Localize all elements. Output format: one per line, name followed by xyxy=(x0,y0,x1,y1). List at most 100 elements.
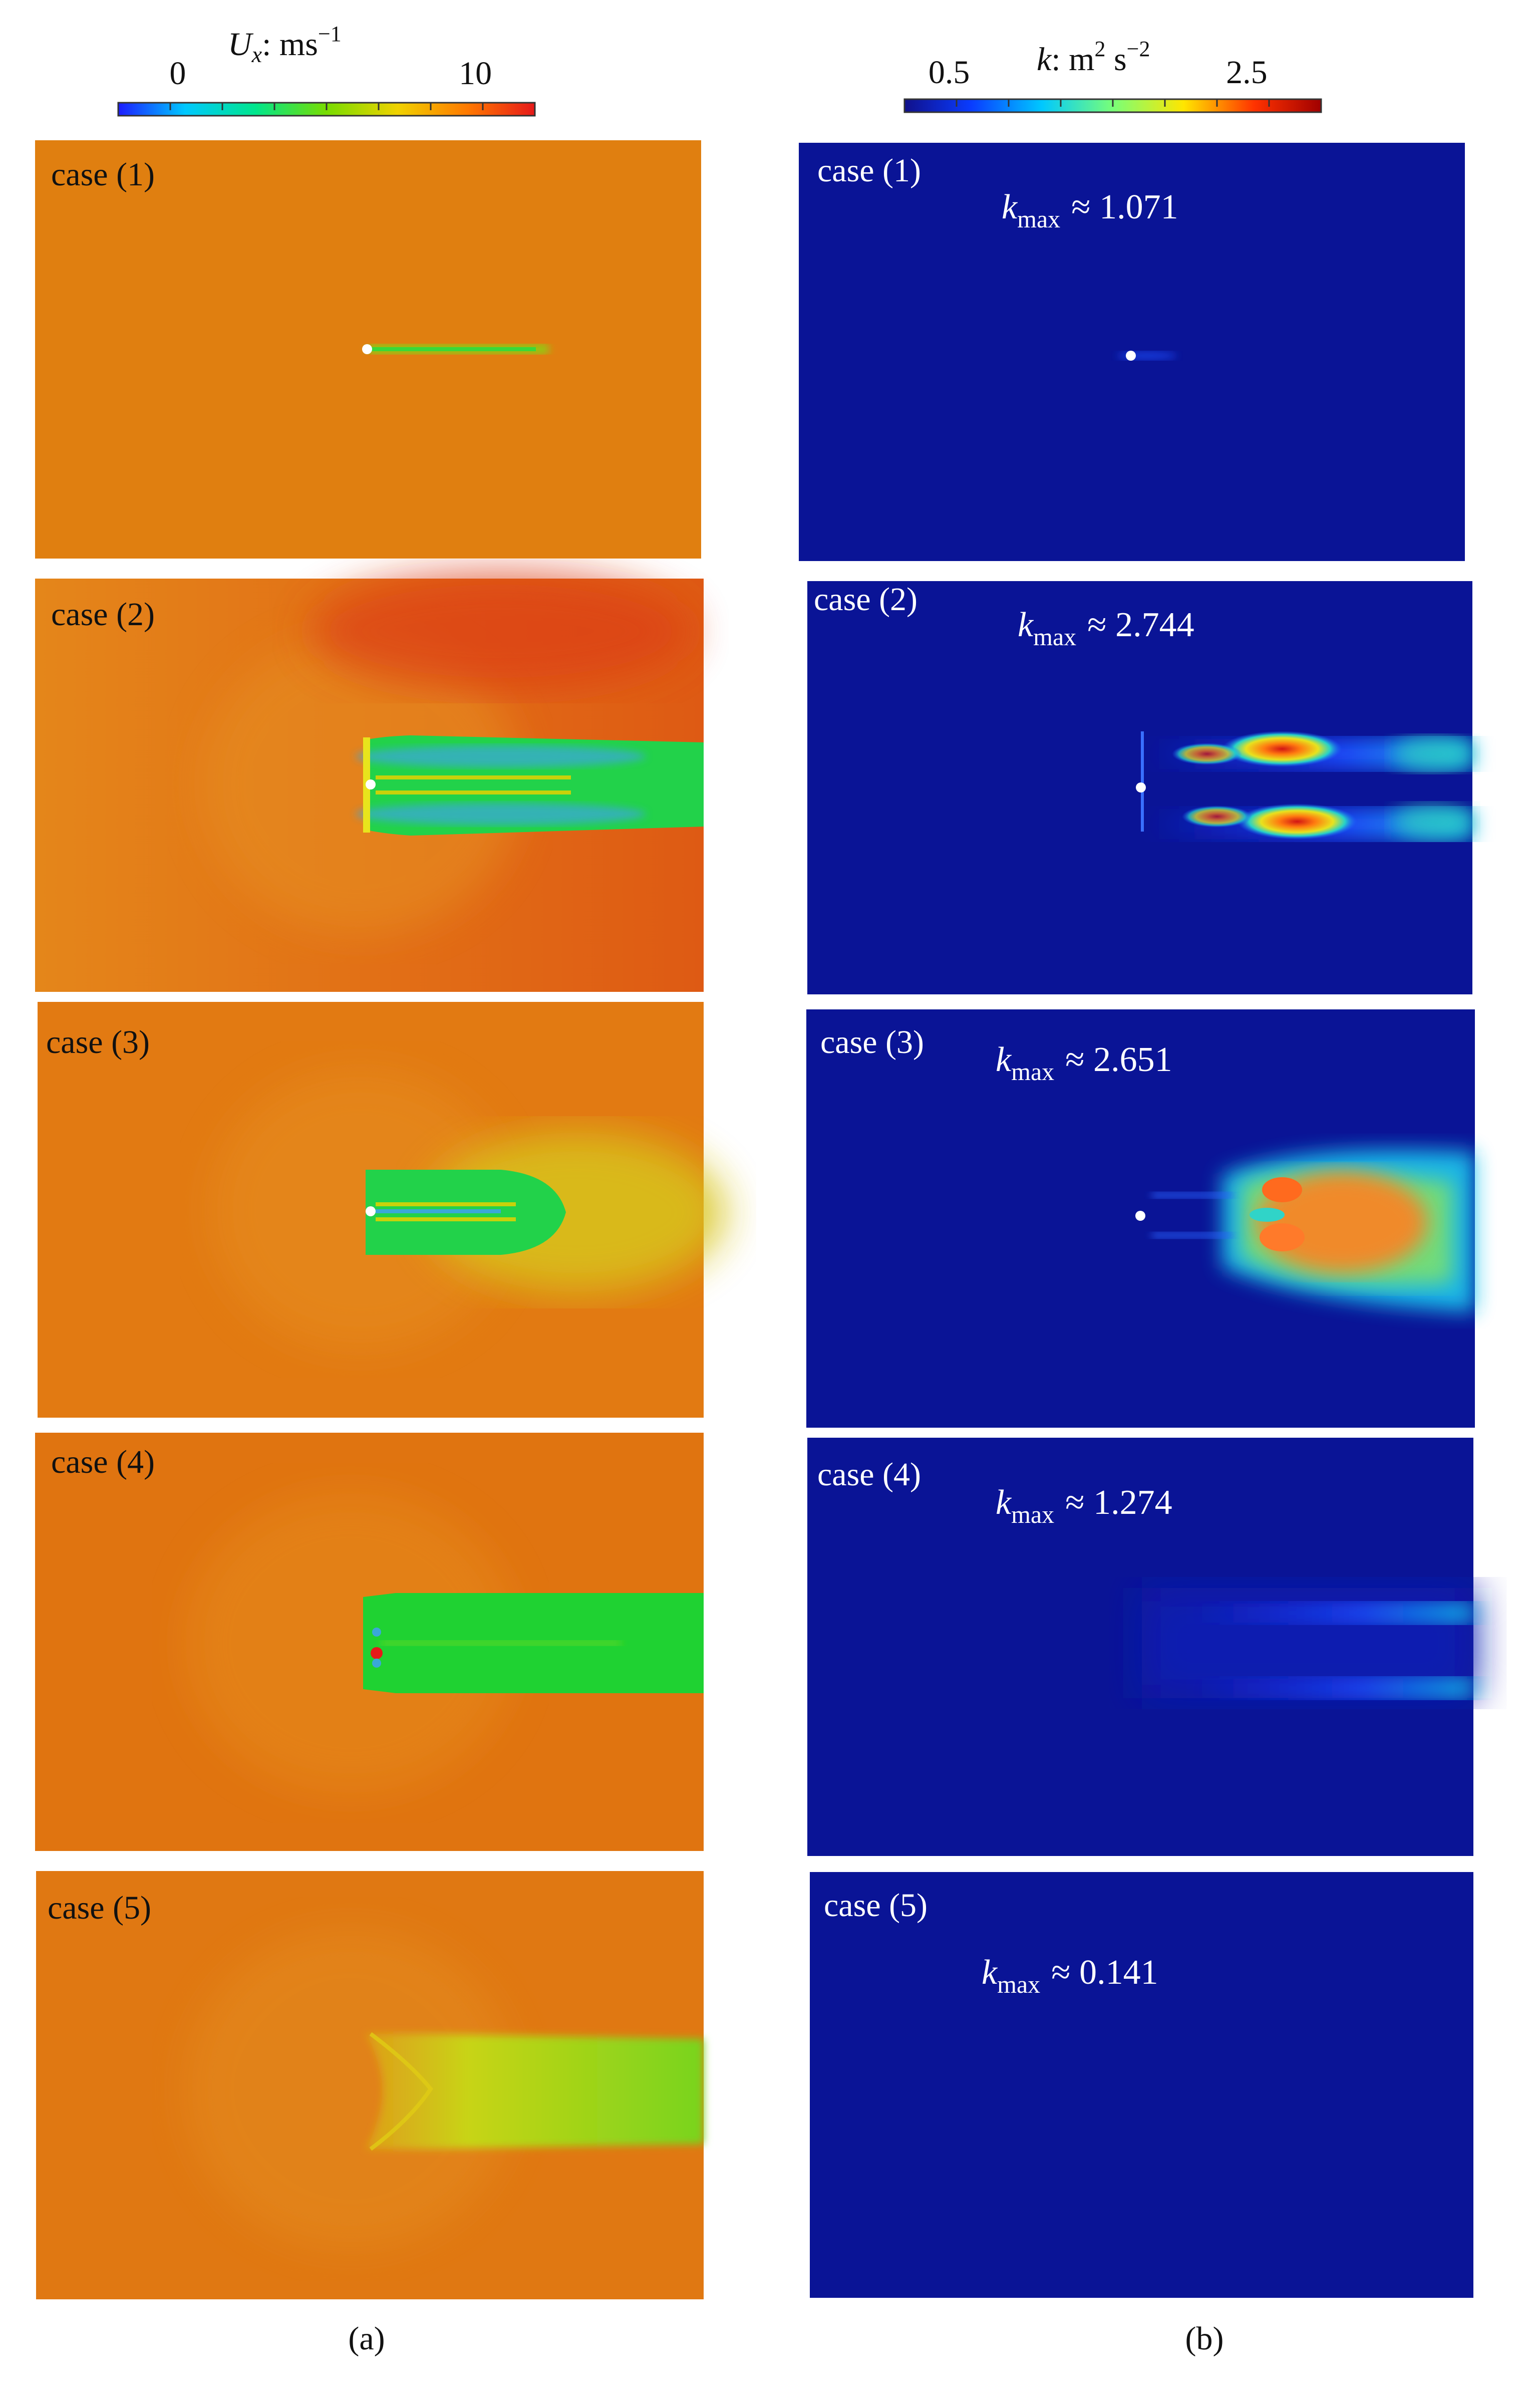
panel-b-case-1: case (1) kmax ≈ 1.071 xyxy=(799,143,1465,561)
colorbar-u-sub: x xyxy=(251,42,262,67)
panel-b-1-turbine-marker xyxy=(1126,351,1136,361)
panel-b-3-kmax-value: ≈ 2.651 xyxy=(1065,1040,1172,1079)
panel-b-3-turbine-marker xyxy=(1135,1211,1145,1221)
colorbar-k-title: k: m2 s−2 xyxy=(1037,37,1150,78)
panel-a-2-wake-band-top xyxy=(356,745,646,767)
panel-b-2-tail xyxy=(1392,737,1472,771)
panel-b-5-kmax-sym: k xyxy=(982,1953,998,1992)
panel-b-4-streak-bottom xyxy=(1192,1678,1473,1698)
panel-a-3-induction xyxy=(210,1070,511,1350)
panel-b-5-background xyxy=(810,1872,1473,2298)
panel-b-case-5: case (5) kmax ≈ 0.141 xyxy=(810,1872,1473,2298)
colorbar-k: k: m2 s−2 0.5 2.5 xyxy=(903,37,1322,113)
panel-b-4-kmax: kmax ≈ 1.274 xyxy=(996,1483,1172,1528)
panel-b-2-turbine-marker xyxy=(1136,782,1146,792)
panel-b-2-kmax-value: ≈ 2.744 xyxy=(1087,606,1194,644)
panel-b-2-rotor-face xyxy=(1141,731,1144,832)
panel-b-5-case-label: case (5) xyxy=(824,1887,928,1924)
colorbar-u-title: Ux: ms−1 xyxy=(228,22,342,67)
panel-b-1-kmax: kmax ≈ 1.071 xyxy=(1002,188,1178,233)
panel-b-3-kmax-sym: k xyxy=(996,1040,1012,1079)
panel-b-3-kmax: kmax ≈ 2.651 xyxy=(996,1040,1172,1086)
panel-a-2-wake-band-bottom xyxy=(356,803,646,825)
panel-a-1-case-label: case (1) xyxy=(51,156,155,193)
colorbar-k-var: k xyxy=(1037,41,1052,78)
panel-b-1-kmax-sub: max xyxy=(1017,205,1060,233)
panel-a-2-turbine-marker xyxy=(366,779,376,789)
panel-a-4-case-label: case (4) xyxy=(51,1444,155,1480)
panel-a-2-core-bottom xyxy=(376,790,571,794)
panel-a-4-induction xyxy=(185,1493,516,1793)
panel-a-3-turbine-marker xyxy=(366,1206,376,1216)
panel-b-case-3: case (3) kmax ≈ 2.651 xyxy=(806,1009,1475,1428)
panel-a-3-case-label: case (3) xyxy=(46,1024,150,1060)
panel-b-3-plume-core xyxy=(1257,1172,1427,1272)
panel-a-4-blue-spot xyxy=(372,1659,381,1668)
panel-b-2-hot-top xyxy=(1222,731,1342,767)
panel-a-4-core xyxy=(381,1641,621,1646)
panel-b-3-streak xyxy=(1152,1192,1232,1198)
column-b: case (1) kmax ≈ 1.071 case (2) kmax ≈ 2.74… xyxy=(799,143,1475,2357)
panel-b-1-case-label: case (1) xyxy=(817,152,921,189)
colorbar-u-ticks: 0 10 xyxy=(169,55,492,92)
panel-b-4-kmax-sub: max xyxy=(1011,1500,1054,1528)
colorbar-k-tick-label: 0.5 xyxy=(929,54,970,91)
colorbar-k-minor-ticks xyxy=(956,99,1270,107)
colorbar-u-tick-label: 10 xyxy=(459,55,492,92)
panel-a-case-2: case (2) xyxy=(35,571,704,992)
colorbar-k-exp1: 2 xyxy=(1094,37,1105,61)
panel-b-5-kmax: kmax ≈ 0.141 xyxy=(982,1953,1158,1998)
panel-b-5-kmax-sub: max xyxy=(997,1970,1040,1998)
colorbar-k-unit: : m xyxy=(1051,41,1094,78)
panel-b-1-kmax-sym: k xyxy=(1002,188,1018,226)
panel-b-4-kmax-value: ≈ 1.274 xyxy=(1065,1483,1172,1522)
panel-b-3-kmax-sub: max xyxy=(1011,1057,1054,1086)
colorbar-k-exp2: −2 xyxy=(1127,37,1150,61)
colorbar-u-tick-label: 0 xyxy=(169,55,186,92)
panel-b-3-vortex-bottom xyxy=(1260,1223,1305,1251)
panel-b-2-kmax: kmax ≈ 2.744 xyxy=(1018,606,1194,651)
panel-a-2-speedup-top xyxy=(311,571,691,691)
colorbar-k-tick-label: 2.5 xyxy=(1226,54,1268,91)
panel-b-2-kmax-sub: max xyxy=(1033,623,1076,651)
colorbar-k-ticks: 0.5 2.5 xyxy=(929,54,1268,91)
panel-b-2-hot-bottom xyxy=(1237,804,1357,840)
panel-a-4-blue-spot xyxy=(372,1628,381,1637)
panel-a-5-induction xyxy=(185,1929,516,2249)
panel-a-2-core-top xyxy=(376,775,571,779)
panel-a-4-hot-spot xyxy=(371,1647,383,1659)
colorbar-k-mid: s xyxy=(1105,41,1126,78)
panel-b-4-kmax-sym: k xyxy=(996,1483,1012,1522)
panel-b-3-streak xyxy=(1152,1232,1232,1238)
panel-b-2-kmax-sym: k xyxy=(1018,606,1034,644)
panel-a-case-3: case (3) xyxy=(38,1002,726,1418)
panel-a-1-wake-core xyxy=(371,347,536,351)
panel-a-5-wake xyxy=(366,2034,704,2149)
subfigure-label-b: (b) xyxy=(1185,2320,1224,2357)
panel-b-4-streak-top xyxy=(1192,1603,1473,1623)
panel-b-3-mid xyxy=(1250,1208,1285,1222)
panel-b-2-warm-bottom xyxy=(1182,806,1252,828)
column-a: case (1) case (2) case (3) xyxy=(35,140,726,2357)
panel-b-case-4: case (4) kmax ≈ 1.274 xyxy=(807,1438,1473,1856)
panel-a-3-core-top xyxy=(376,1202,516,1206)
panel-b-2-case-label: case (2) xyxy=(814,581,917,618)
panel-a-5-wake-front xyxy=(369,2032,433,2151)
colorbar-u-var: U xyxy=(228,26,254,63)
panel-b-5-kmax-value: ≈ 0.141 xyxy=(1051,1953,1158,1992)
panel-a-1-turbine-marker xyxy=(362,344,372,354)
panel-a-2-induction xyxy=(200,634,521,934)
panel-a-case-1: case (1) xyxy=(35,140,701,559)
panel-b-1-kmax-value: ≈ 1.071 xyxy=(1071,188,1178,226)
panel-b-2-warm-top xyxy=(1172,743,1242,765)
panel-b-3-vortex-top xyxy=(1262,1177,1302,1202)
colorbar-u-minor-ticks xyxy=(169,103,484,110)
panel-b-2-tail xyxy=(1392,805,1472,839)
subfigure-label-a: (a) xyxy=(348,2320,385,2357)
panel-b-4-case-label: case (4) xyxy=(817,1456,921,1493)
panel-b-3-case-label: case (3) xyxy=(820,1024,924,1060)
colorbar-u-exp: −1 xyxy=(318,22,342,46)
panel-b-case-2: case (2) kmax ≈ 2.744 xyxy=(807,581,1472,994)
panel-a-3-core-bottom xyxy=(376,1217,516,1221)
